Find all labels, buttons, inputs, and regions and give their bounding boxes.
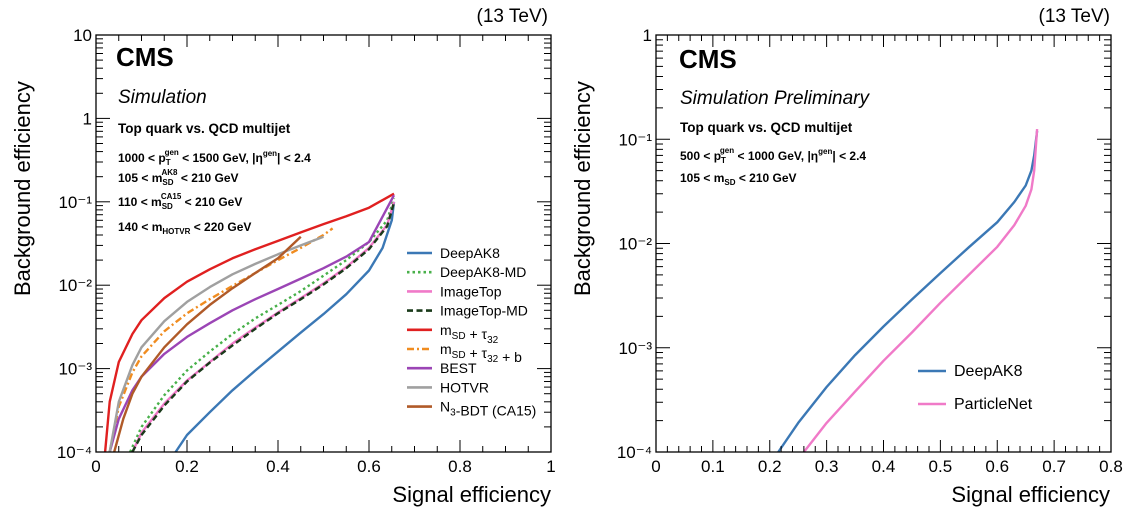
right-curves — [777, 129, 1039, 453]
left-y-axis-label: Background efficiency — [10, 81, 35, 296]
left-status-label: Simulation — [118, 87, 207, 108]
right-y-tick-label: 10⁻⁴ — [617, 443, 652, 462]
left-y-tick-label: 1 — [83, 109, 92, 128]
left-curves — [103, 192, 396, 453]
left-y-tick-label: 10 — [73, 26, 92, 45]
right-legend: DeepAK8 ParticleNet — [918, 363, 1033, 413]
right-x-tick-label: 0.6 — [985, 457, 1009, 476]
right-x-tick-label: 0.3 — [815, 457, 839, 476]
left-annotation-line1: 1000 < pTgen < 1500 GeV, |ηgen| < 2.4 — [118, 148, 311, 167]
left-annotation-line3: 110 < mSDCA15 < 210 GeV — [118, 192, 242, 211]
right-curve-particlenet — [802, 129, 1039, 453]
left-curve-m-sd-32 — [103, 192, 395, 453]
left-energy-label: (13 TeV) — [477, 6, 548, 27]
left-curve-imagetop-md — [131, 202, 396, 453]
right-x-tick-label: 0.5 — [929, 457, 953, 476]
left-x-tick-label: 1 — [546, 457, 555, 476]
left-legend-label-n-3-bdt-ca15: N3-BDT (CA15) — [440, 399, 536, 419]
left-y-tick-label: 10⁻³ — [58, 360, 92, 379]
right-annotation-line2: 105 < mSD < 210 GeV — [680, 171, 797, 187]
left-legend-label-imagetop: ImageTop — [440, 283, 502, 299]
left-annotation-line4: 140 < mHOTVR < 220 GeV — [118, 220, 251, 236]
right-x-tick-label: 0.2 — [758, 457, 782, 476]
right-y-tick-label: 10⁻² — [618, 235, 652, 254]
left-curve-imagetop — [131, 201, 396, 453]
left-annotation-line2: 105 < mSDAK8 < 210 GeV — [118, 168, 239, 187]
right-y-tick-label: 10⁻¹ — [618, 130, 652, 149]
left-x-tick-label: 0.6 — [357, 457, 381, 476]
left-y-tick-label: 10⁻² — [58, 276, 92, 295]
right-y-tick-label: 1 — [643, 26, 652, 45]
left-chart: (13 TeV) CMS Simulation Top quark vs. QC… — [10, 6, 556, 507]
left-legend-label-deepak8-md: DeepAK8-MD — [440, 264, 526, 280]
right-annotation-title: Top quark vs. QCD multijet — [680, 120, 853, 135]
left-annotation-title: Top quark vs. QCD multijet — [118, 121, 291, 136]
left-x-tick-label: 0.2 — [175, 457, 199, 476]
right-x-tick-label: 0.1 — [701, 457, 725, 476]
right-x-tick-label: 0.8 — [1099, 457, 1123, 476]
right-x-tick-label: 0 — [651, 457, 660, 476]
right-y-axis-label: Background efficiency — [570, 81, 595, 296]
right-cms-label: CMS — [679, 44, 737, 74]
left-curve-m-sd-32-b — [108, 227, 334, 453]
left-y-tick-label: 10⁻¹ — [58, 193, 92, 212]
left-x-tick-label: 0 — [91, 457, 100, 476]
left-y-tick-label: 10⁻⁴ — [57, 443, 92, 462]
right-annotation-line1: 500 < pTgen < 1000 GeV, |ηgen| < 2.4 — [680, 146, 866, 165]
left-legend-label-deepak8: DeepAK8 — [440, 245, 500, 261]
left-curve-deepak8-md — [129, 197, 396, 453]
left-curve-deepak8 — [174, 201, 396, 453]
right-x-tick-label: 0.7 — [1042, 457, 1066, 476]
right-curve-deepak8 — [777, 130, 1039, 453]
left-ticks — [95, 34, 552, 453]
right-tick-labels: 0 0.1 0.2 0.3 0.4 0.5 0.6 0.7 0.8 10⁻⁴ 10⁻³ 10⁻² 10⁻… — [617, 26, 1123, 476]
right-legend-label-deepak8: DeepAK8 — [954, 363, 1023, 380]
left-legend: DeepAK8 DeepAK8-MD ImageTop ImageTop-MD mSD … — [407, 245, 536, 419]
left-x-axis-label: Signal efficiency — [392, 482, 551, 507]
right-energy-label: (13 TeV) — [1039, 6, 1110, 27]
right-ticks — [655, 34, 1112, 453]
right-legend-label-particlenet: ParticleNet — [954, 396, 1033, 413]
right-x-tick-label: 0.4 — [872, 457, 896, 476]
right-chart: (13 TeV) CMS Simulation Preliminary Top … — [570, 6, 1123, 507]
left-x-tick-label: 0.4 — [266, 457, 290, 476]
right-x-axis-label: Signal efficiency — [951, 482, 1110, 507]
left-legend-label-m-sd-32-b: mSD + τ32 + b — [440, 341, 522, 365]
left-cms-label: CMS — [116, 42, 174, 72]
left-legend-label-best: BEST — [440, 360, 477, 376]
left-tick-labels: 0 0.2 0.4 0.6 0.8 1 10⁻⁴ 10⁻³ 10⁻² 10⁻¹ 1 10 — [57, 26, 556, 476]
left-curve-n-3-bdt-ca15 — [113, 235, 302, 453]
left-legend-label-m-sd-32: mSD + τ32 — [440, 322, 499, 346]
left-legend-label-imagetop-md: ImageTop-MD — [440, 303, 528, 319]
left-curve-hotvr — [108, 235, 324, 453]
left-x-tick-label: 0.8 — [448, 457, 472, 476]
right-y-tick-label: 10⁻³ — [618, 339, 652, 358]
right-status-label: Simulation Preliminary — [680, 88, 871, 109]
left-legend-label-hotvr: HOTVR — [440, 379, 489, 395]
